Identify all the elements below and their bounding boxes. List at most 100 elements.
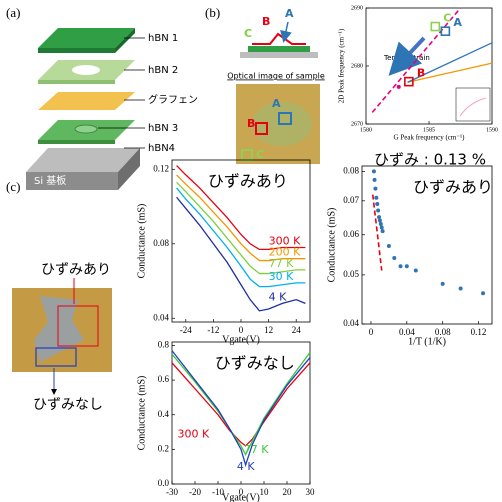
x-tick-label: 0.12 [471, 327, 487, 337]
y-tick-label: 0.12 [153, 163, 169, 173]
panel-label: (c) [6, 179, 20, 194]
series-line [373, 195, 382, 271]
image-label: B [247, 117, 255, 130]
point [441, 282, 445, 286]
y-tick-label: 2680 [351, 63, 363, 69]
image-label: A [272, 97, 281, 110]
schematic-layer [248, 46, 310, 52]
layer-hbn3 [75, 125, 97, 133]
schematic-base [240, 52, 318, 58]
hole [72, 65, 100, 75]
point [441, 27, 449, 35]
point-label: B [417, 67, 425, 80]
point [380, 226, 384, 230]
point-label: A [453, 16, 462, 29]
layer-label: hBN 2 [148, 65, 178, 76]
schematic-label: A [285, 7, 294, 20]
point [378, 219, 382, 223]
y-axis-label: Conductance (mS) [136, 204, 147, 279]
x-axis-label: Vgate(V) [222, 492, 260, 502]
point [376, 208, 380, 212]
x-tick-label: -30 [166, 487, 178, 497]
x-tick-label: 24 [292, 325, 302, 335]
schematic-arrow [284, 22, 288, 40]
point [414, 269, 418, 273]
y-tick-label: 0.06 [343, 229, 359, 239]
y-tick-label: 0.08 [343, 165, 359, 175]
point [374, 196, 378, 200]
layer-edge [38, 48, 115, 53]
panel-label: (a) [6, 5, 20, 20]
x-tick-label: 30 [306, 487, 316, 497]
caption: Optical image of sample [227, 72, 325, 81]
layer-label: hBN 3 [148, 123, 178, 134]
x-tick-label: 12 [264, 325, 273, 335]
point [379, 222, 383, 226]
point [377, 215, 381, 219]
unstrained-label: ひずみなし [33, 397, 103, 413]
point [392, 256, 396, 260]
x-axis-label: G Peak frequency (cm⁻¹) [394, 134, 466, 142]
x-tick-label: 10 [260, 487, 270, 497]
y-tick-label: 2670 [351, 121, 363, 127]
point [397, 85, 401, 89]
layer-edge [38, 80, 115, 84]
strained-label: ひずみあり [41, 262, 111, 278]
point [375, 202, 379, 206]
chart-title: ひずみあり [208, 172, 288, 191]
x-tick-label: -12 [207, 325, 219, 335]
schematic-label: B [262, 15, 270, 28]
chart: 1580 1585 1590 2670 2680 2690 G Peak frequency… [338, 5, 498, 141]
chart-title: ひずみなし [215, 354, 295, 373]
point [373, 178, 377, 182]
schematic-bend [252, 34, 306, 44]
y-tick-label: 2690 [351, 5, 363, 11]
y-tick-label: 0.4 [158, 409, 170, 419]
series-label: 30 K [269, 270, 294, 283]
x-tick-label: 1590 [486, 127, 498, 133]
layer-graphene [38, 92, 135, 110]
x-tick-label: 1585 [423, 127, 435, 133]
point [481, 291, 485, 295]
x-tick-label: 20 [283, 487, 293, 497]
y-tick-label: 0.0 [158, 478, 170, 488]
x-tick-label: 0 [369, 327, 374, 337]
schematic-label: C [244, 27, 252, 40]
layer-label: hBN4 [148, 143, 175, 154]
layer-label: グラフェン [148, 93, 198, 106]
series-label: 300 K [178, 427, 210, 440]
x-axis-label: Vgate(V) [222, 334, 260, 345]
series-label: 4 K [269, 290, 287, 303]
image-label: C [256, 148, 264, 161]
y-tick-label: 0.05 [343, 269, 359, 279]
y-tick-label: 0.07 [343, 195, 359, 205]
series-label: 77 K [244, 443, 269, 456]
y-axis-label: Conductance (mS) [136, 376, 147, 451]
substrate-label: Si 基板 [34, 174, 66, 187]
x-tick-label: 1580 [360, 127, 372, 133]
x-axis-label: 1/T (1/K) [408, 336, 446, 347]
y-tick-label: 0.6 [158, 374, 170, 384]
y-tick-label: 0.8 [158, 340, 170, 350]
point-label: C [443, 12, 451, 25]
y-tick-label: 0.04 [153, 312, 169, 322]
y-axis-label: 2D Peak frequency (cm⁻¹) [338, 28, 346, 103]
y-tick-label: 0.2 [158, 443, 169, 453]
panel-label: (b) [205, 5, 220, 20]
panel-a: (a) hBN 1 hBN 2 グラフェン hBN 3 hBN4 Si 基板 [6, 5, 198, 190]
x-tick-label: -20 [189, 487, 201, 497]
point [405, 264, 409, 268]
figure: (a) hBN 1 hBN 2 グラフェン hBN 3 hBN4 Si 基板 (… [0, 0, 502, 502]
x-tick-label: -24 [180, 325, 192, 335]
point [373, 187, 377, 191]
inset [456, 88, 490, 121]
panel-c: (c) ひずみあり ひずみなし [6, 179, 112, 413]
y-tick-label: 0.08 [153, 238, 169, 248]
point [459, 287, 463, 291]
layer-label: hBN 1 [148, 33, 178, 44]
point [399, 264, 403, 268]
point [372, 169, 376, 173]
y-tick-label: 0.04 [343, 318, 359, 328]
